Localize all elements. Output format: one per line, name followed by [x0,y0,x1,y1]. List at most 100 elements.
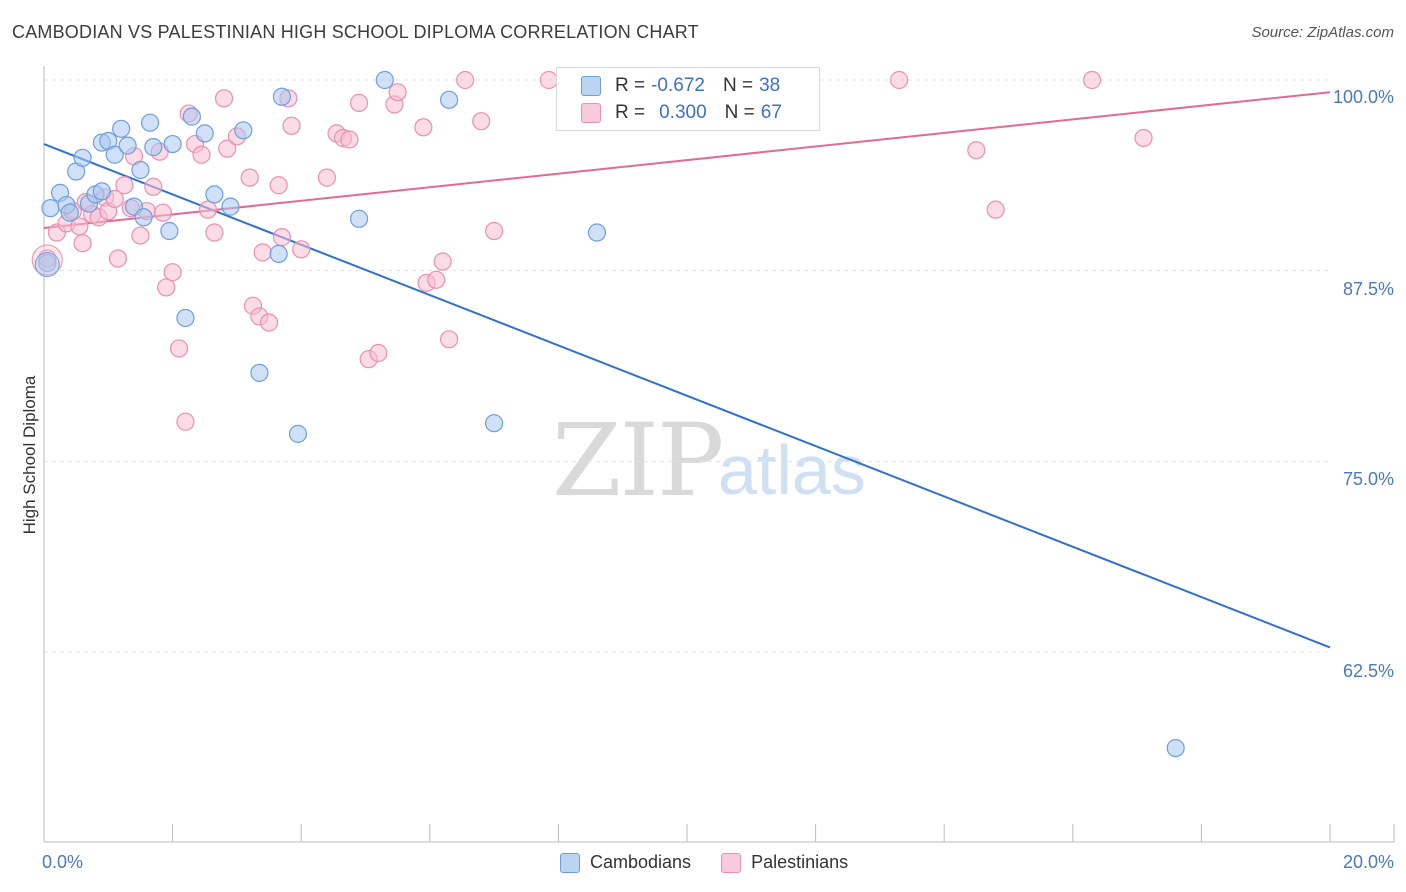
point-palestinians [153,203,173,222]
point-palestinians [192,145,211,164]
point-cambodians [1166,738,1185,758]
point-cambodians [144,138,163,157]
point-palestinians [198,200,218,219]
point-cambodians [349,209,369,228]
point-palestinians [986,200,1005,219]
point-palestinians [259,313,279,332]
y-tick-label-87-5: 87.5% [1342,279,1394,299]
point-cambodians [250,363,269,382]
data-points [31,70,1185,758]
legend-n-value-palestinians: 67 [760,102,782,123]
point-palestinians [169,339,189,358]
point-palestinians [282,116,301,135]
legend-item-cambodians[interactable]: Cambodians [560,852,691,873]
point-palestinians [240,168,259,187]
legend-n-value-cambodians: 38 [759,75,781,96]
point-palestinians [205,223,224,242]
point-palestinians [292,240,311,259]
point-cambodians [163,134,182,154]
point-palestinians [340,130,359,149]
point-cambodians [195,124,214,143]
point-palestinians [485,221,504,241]
point-palestinians [433,252,452,271]
point-palestinians [414,118,433,137]
stats-legend: R = -0.672 N = 38 R = 0.300 N = 67 [556,67,820,131]
series-legend: Cambodians Palestinians [560,852,878,873]
point-cambodians [112,119,131,138]
trend-lines [43,91,1331,649]
point-palestinians [73,234,92,253]
point-cambodians [134,208,153,227]
point-palestinians [269,176,288,195]
axes [43,66,1395,843]
point-palestinians [369,343,388,363]
watermark-atlas: atlas [718,431,866,509]
legend-row-palestinians: R = 0.300 N = 67 [581,101,782,125]
point-palestinians-edge [31,244,63,276]
y-tick-label-62-5: 62.5% [1342,661,1394,681]
point-palestinians [272,228,292,247]
point-cambodians [221,197,240,216]
legend-label-palestinians: Palestinians [751,852,849,872]
point-cambodians [182,107,201,126]
point-palestinians [218,139,237,158]
legend-label-cambodians: Cambodians [590,852,692,872]
point-cambodians [485,414,504,433]
point-cambodians [439,90,459,109]
point-palestinians [1082,70,1102,90]
point-cambodians [118,136,137,155]
point-cambodians [160,221,179,241]
point-cambodians [587,223,607,242]
legend-r-label: R = [615,75,646,96]
x-tick-label-min: 0.0% [42,852,84,872]
point-palestinians [115,176,134,195]
point-palestinians [427,270,446,289]
point-palestinians [214,89,234,108]
point-palestinians [144,177,163,196]
trend-line-cambodians [43,143,1331,649]
point-cambodians [41,199,60,218]
trend-line-palestinians [43,91,1331,229]
legend-item-palestinians[interactable]: Palestinians [721,852,848,873]
point-palestinians [163,263,182,282]
point-cambodians [140,113,160,132]
point-cambodians [38,253,57,273]
legend-r-label: R = [615,102,646,123]
point-cambodians [272,87,292,106]
legend-n-label: N = [724,102,755,123]
point-cambodians [288,424,308,443]
legend-row-cambodians: R = -0.672 N = 38 [581,74,780,98]
point-cambodians [234,121,253,140]
point-palestinians [1134,128,1153,148]
y-tick-label-100: 100.0% [1332,87,1394,107]
point-palestinians [349,93,369,112]
point-palestinians [890,70,909,90]
x-tick-label-max: 20.0% [1342,852,1394,872]
point-palestinians [253,243,272,262]
legend-r-value-palestinians: 0.300 [659,102,707,123]
chart-source: Source: ZipAtlas.com [1251,24,1394,41]
point-palestinians [967,141,986,160]
point-cambodians [269,244,288,263]
legend-swatch-cambodians [581,76,601,96]
legend-r-value-cambodians: -0.672 [651,75,705,96]
point-cambodians [131,160,150,180]
point-palestinians [388,83,407,102]
point-palestinians [472,112,491,131]
watermark-zip: ZIP [552,402,724,519]
point-palestinians [456,70,475,90]
point-cambodians [60,203,79,222]
legend-n-label: N = [722,75,754,96]
point-palestinians [439,330,459,349]
y-axis-label: High School Diploma [20,375,39,535]
point-palestinians [176,412,195,431]
legend-swatch-palestinians [721,852,742,873]
point-cambodians-edge [34,252,60,278]
legend-swatch-cambodians [560,852,580,873]
point-palestinians [317,168,337,187]
y-tick-label-75: 75.0% [1342,469,1394,489]
point-palestinians [539,70,558,90]
chart-title: CAMBODIAN VS PALESTINIAN HIGH SCHOOL DIP… [12,22,699,42]
point-cambodians [176,308,195,328]
